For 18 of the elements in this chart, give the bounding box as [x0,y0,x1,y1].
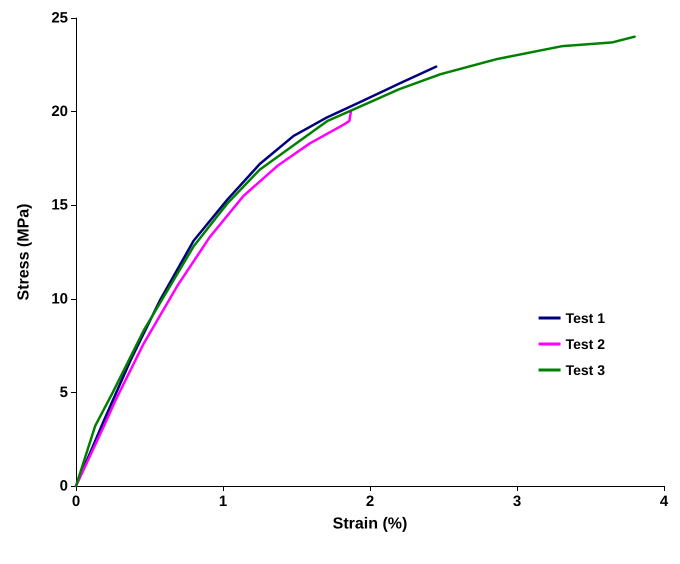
x-tick-label: 2 [366,493,374,510]
y-tick-label: 0 [60,478,68,494]
y-tick-label: 5 [60,384,68,401]
y-axis-title: Stress (MPa) [16,204,32,300]
line-series [74,110,352,488]
y-tick-label: 25 [51,10,68,26]
legend-label: Test 3 [566,362,606,378]
x-tick-label: 4 [660,493,669,510]
y-tick-label: 20 [51,103,68,120]
x-tick-label: 0 [72,493,80,510]
x-axis-title: Strain (%) [332,516,408,532]
x-tick-label: 1 [218,493,228,510]
legend-label: Test 2 [566,336,606,352]
line-series [74,35,636,488]
y-tick-label: 10 [51,290,68,308]
legend-label: Test 1 [566,310,606,326]
y-tick-label: 15 [51,196,68,214]
x-tick-label: 3 [512,493,522,510]
